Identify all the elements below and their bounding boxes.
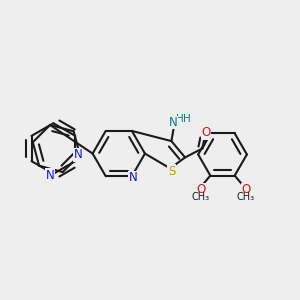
Text: S: S — [168, 165, 176, 178]
Text: CH₃: CH₃ — [237, 192, 255, 202]
Text: N: N — [46, 169, 55, 182]
Text: N: N — [74, 148, 83, 161]
Text: O: O — [241, 183, 250, 196]
Text: N: N — [169, 116, 178, 129]
Text: H: H — [176, 114, 184, 124]
Text: N: N — [129, 171, 138, 184]
Text: CH₃: CH₃ — [191, 192, 210, 202]
Text: H: H — [183, 114, 190, 124]
Text: O: O — [196, 183, 205, 196]
Text: O: O — [202, 126, 211, 139]
